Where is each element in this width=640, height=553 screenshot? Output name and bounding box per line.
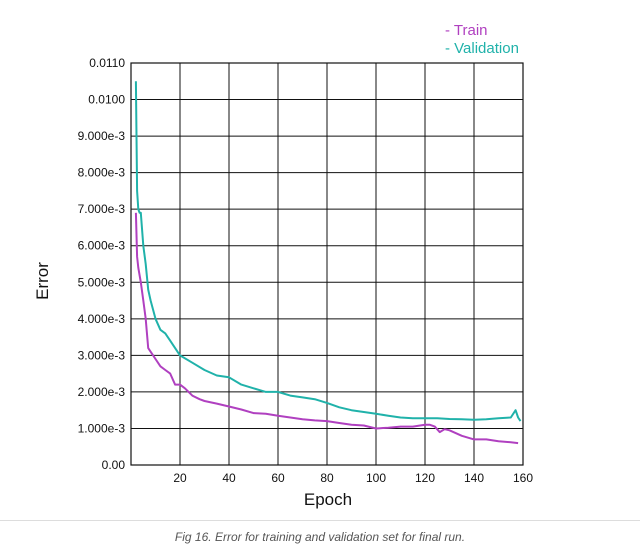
series-line-train: [134, 212, 519, 445]
legend-validation: - Validation: [445, 40, 519, 57]
x-tick-label: 60: [271, 471, 285, 485]
plot-frame: [130, 62, 524, 466]
x-tick-label: 120: [415, 471, 435, 485]
y-tick-label: 1.000e-3: [78, 421, 126, 435]
y-tick-label: 0.0100: [88, 93, 125, 107]
y-tick-label: 9.000e-3: [78, 129, 126, 143]
x-tick-label: 20: [173, 471, 187, 485]
y-tick-label: 5.000e-3: [78, 275, 126, 289]
series-line-validation: [134, 81, 522, 422]
legend-train: - Train: [445, 22, 488, 39]
y-tick-label: 2.000e-3: [78, 385, 126, 399]
y-axis-label: Error: [33, 262, 52, 300]
figure-caption: Fig 16. Error for training and validatio…: [174, 530, 466, 544]
x-tick-label: 40: [222, 471, 236, 485]
y-tick-label: 3.000e-3: [78, 348, 126, 362]
chart: 0.00 1.000e-3 2.000e-3 3.000e-3 4.000e-3 5.00…: [33, 22, 533, 509]
y-tick-label: 8.000e-3: [78, 166, 126, 180]
grid: [130, 62, 524, 466]
x-tick-label: 140: [464, 471, 484, 485]
y-tick-label: 0.00: [102, 458, 126, 472]
x-tick-label: 80: [320, 471, 334, 485]
x-tick-label: 100: [366, 471, 386, 485]
x-tick-label: 160: [513, 471, 533, 485]
x-axis-label: Epoch: [304, 490, 352, 509]
series-lines: [134, 81, 522, 445]
caption-divider: [0, 520, 640, 521]
x-ticks: 20 40 60 80 100 120 140 160: [173, 471, 533, 485]
y-tick-label: 0.0110: [89, 56, 125, 70]
y-ticks: 0.00 1.000e-3 2.000e-3 3.000e-3 4.000e-3 5.00…: [78, 56, 126, 472]
y-tick-label: 7.000e-3: [78, 202, 126, 216]
y-tick-label: 4.000e-3: [78, 312, 126, 326]
y-tick-label: 6.000e-3: [78, 239, 126, 253]
